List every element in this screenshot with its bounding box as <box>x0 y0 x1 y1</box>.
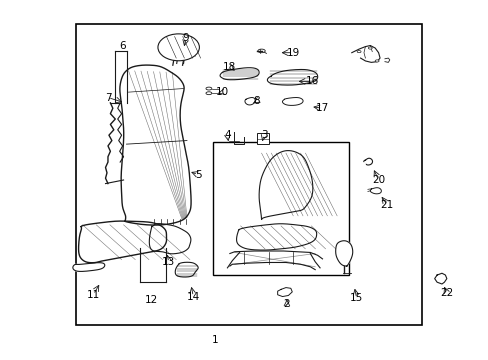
Polygon shape <box>363 158 372 165</box>
Bar <box>212 142 348 275</box>
Text: 1: 1 <box>211 334 218 345</box>
Text: 6: 6 <box>119 41 125 50</box>
Ellipse shape <box>367 47 371 49</box>
Text: 10: 10 <box>216 87 229 97</box>
Text: 15: 15 <box>349 293 363 303</box>
Polygon shape <box>220 68 259 80</box>
Text: 4: 4 <box>224 130 230 140</box>
Text: 7: 7 <box>104 93 111 103</box>
Polygon shape <box>236 224 316 250</box>
Polygon shape <box>335 241 352 266</box>
Ellipse shape <box>374 60 378 62</box>
Ellipse shape <box>356 50 360 53</box>
Text: 3: 3 <box>260 130 267 140</box>
Ellipse shape <box>205 87 211 90</box>
Text: 5: 5 <box>194 170 201 180</box>
Text: 11: 11 <box>86 290 100 300</box>
Text: 18: 18 <box>223 62 236 72</box>
Polygon shape <box>120 65 191 225</box>
Polygon shape <box>79 221 166 263</box>
Bar <box>76 24 422 325</box>
Text: 14: 14 <box>186 292 200 302</box>
Text: 13: 13 <box>162 257 175 267</box>
Ellipse shape <box>205 92 211 95</box>
Polygon shape <box>73 263 104 271</box>
Bar <box>256 134 268 144</box>
Text: 8: 8 <box>253 96 260 106</box>
Text: 12: 12 <box>145 295 158 305</box>
Text: 21: 21 <box>380 200 393 210</box>
Text: 16: 16 <box>305 76 319 86</box>
Text: 19: 19 <box>286 48 299 58</box>
Text: 2: 2 <box>283 299 290 309</box>
Polygon shape <box>244 98 255 105</box>
Ellipse shape <box>165 37 197 57</box>
Text: 9: 9 <box>183 33 189 43</box>
Text: 20: 20 <box>371 175 385 185</box>
Ellipse shape <box>158 34 199 61</box>
Polygon shape <box>267 69 317 85</box>
Text: 22: 22 <box>439 288 452 298</box>
Ellipse shape <box>257 49 264 53</box>
Polygon shape <box>259 150 312 220</box>
Text: 17: 17 <box>315 103 328 113</box>
